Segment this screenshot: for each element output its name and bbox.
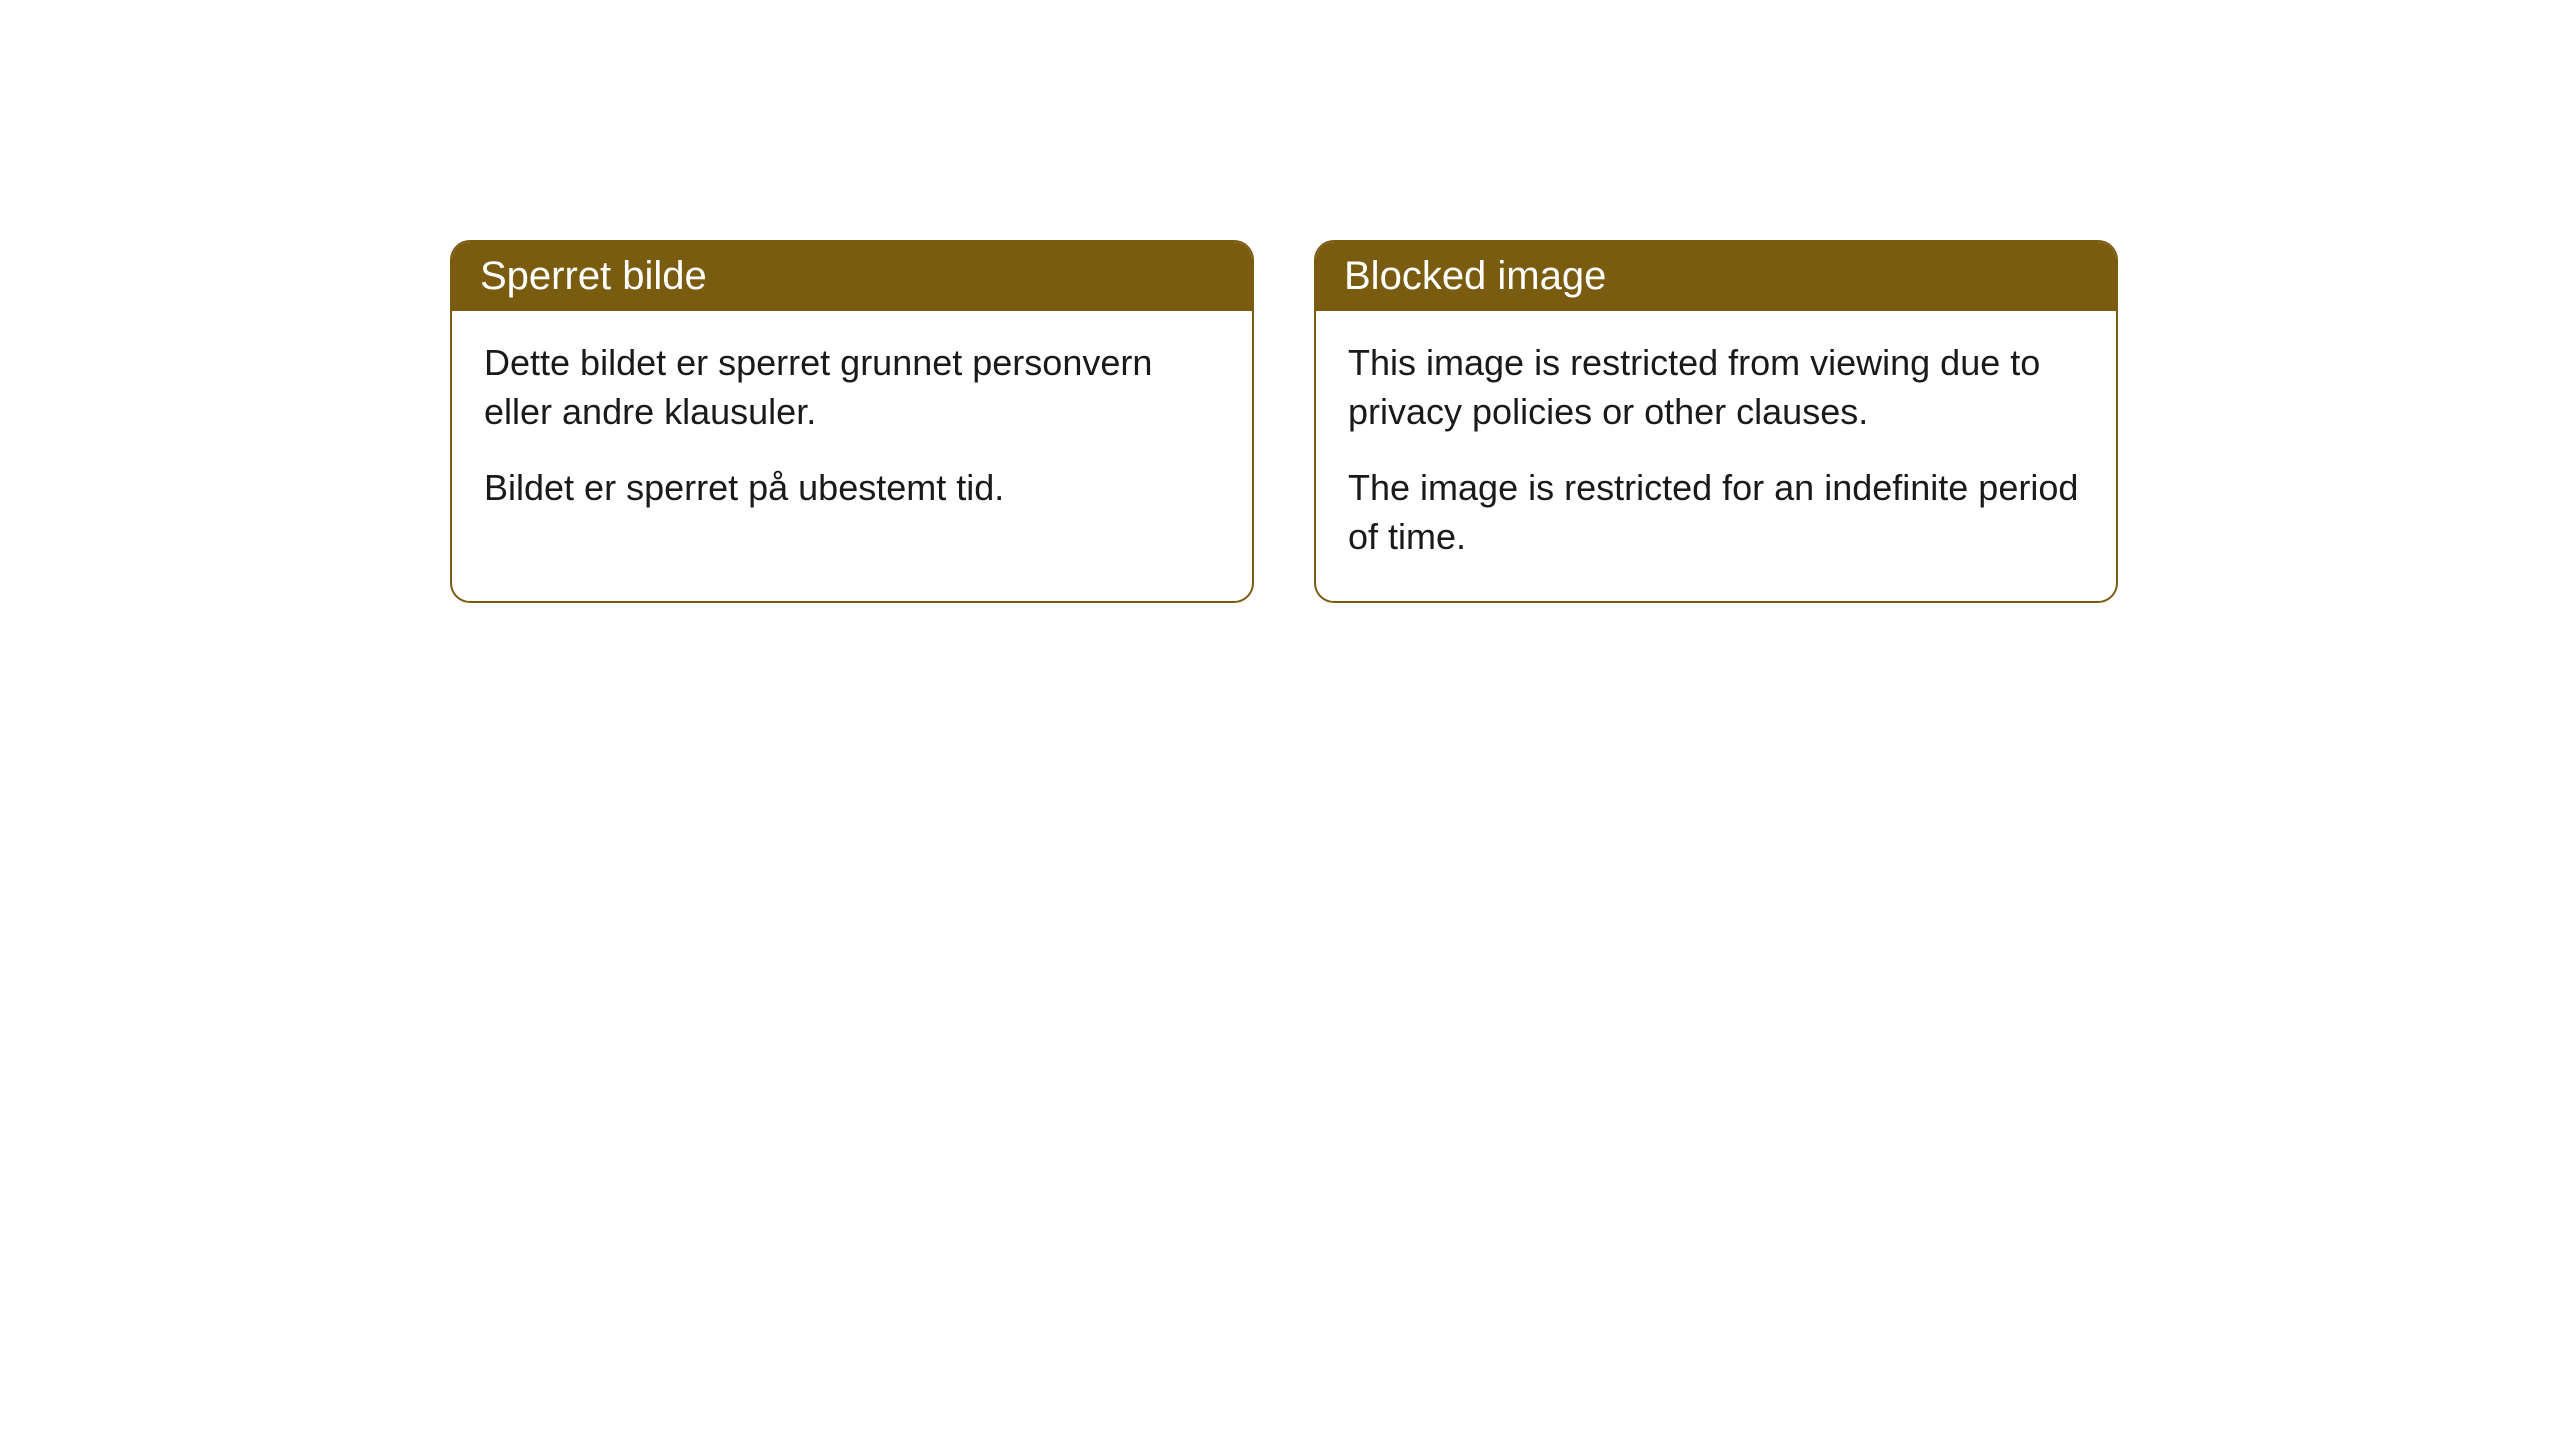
card-paragraph: The image is restricted for an indefinit… [1348, 464, 2084, 561]
card-header: Blocked image [1316, 242, 2116, 311]
card-paragraph: Bildet er sperret på ubestemt tid. [484, 464, 1220, 513]
card-title: Sperret bilde [480, 254, 707, 298]
card-header: Sperret bilde [452, 242, 1252, 311]
cards-container: Sperret bilde Dette bildet er sperret gr… [450, 240, 2118, 603]
notice-card-english: Blocked image This image is restricted f… [1314, 240, 2118, 603]
card-body: This image is restricted from viewing du… [1316, 311, 2116, 601]
card-body: Dette bildet er sperret grunnet personve… [452, 311, 1252, 553]
card-paragraph: Dette bildet er sperret grunnet personve… [484, 339, 1220, 436]
notice-card-norwegian: Sperret bilde Dette bildet er sperret gr… [450, 240, 1254, 603]
card-title: Blocked image [1344, 254, 1606, 298]
card-paragraph: This image is restricted from viewing du… [1348, 339, 2084, 436]
